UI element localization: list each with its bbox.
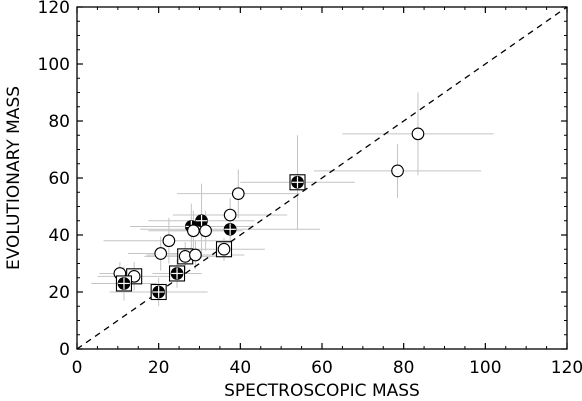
data-point [231, 187, 245, 201]
data-point [289, 174, 306, 191]
x-tick-label: 80 [393, 358, 415, 378]
y-tick-label: 80 [48, 112, 70, 132]
x-tick-label: 20 [148, 358, 170, 378]
data-point [215, 241, 233, 258]
point-circle [411, 127, 425, 141]
data-point [150, 283, 167, 301]
error-bars [91, 92, 494, 307]
data-point [115, 275, 133, 292]
y-tick-label: 60 [48, 169, 70, 189]
point-circle [189, 248, 202, 262]
data-point [168, 265, 186, 282]
point-circle [162, 234, 176, 248]
y-tick-label: 20 [48, 283, 70, 303]
data-point [223, 208, 237, 222]
data-point [162, 234, 176, 248]
data-points [113, 127, 425, 301]
x-tick-label: 40 [230, 358, 252, 378]
point-circle [217, 242, 231, 256]
point-circle [199, 224, 212, 238]
data-point [199, 224, 212, 238]
x-tick-label: 60 [311, 358, 333, 378]
y-axis-title: EVOLUTIONARY MASS [4, 86, 24, 270]
data-point [154, 247, 168, 260]
data-point [391, 164, 404, 178]
x-tick-label: 120 [551, 358, 582, 378]
data-point [189, 248, 202, 262]
x-tick-label: 0 [72, 358, 83, 378]
y-tick-label: 120 [38, 0, 70, 18]
point-circle [154, 247, 168, 260]
data-point [223, 222, 237, 236]
x-axis-ticks: 0 20 40 60 80 100 120 [72, 7, 582, 378]
y-axis-ticks: 0 20 40 60 80 100 120 [38, 0, 567, 360]
reference-line-layer [76, 6, 568, 350]
data-point [187, 224, 200, 238]
data-point [195, 214, 208, 228]
x-axis-title: SPECTROSCOPIC MASS [224, 381, 420, 401]
reference-line [76, 6, 568, 350]
point-circle [223, 208, 237, 222]
point-circle [391, 164, 404, 178]
point-circle [231, 187, 245, 201]
y-tick-label: 100 [38, 55, 70, 75]
y-tick-label: 40 [48, 226, 70, 246]
data-point [411, 127, 425, 141]
x-tick-label: 100 [469, 358, 501, 378]
point-circle [187, 224, 200, 238]
y-tick-label: 0 [59, 340, 70, 360]
